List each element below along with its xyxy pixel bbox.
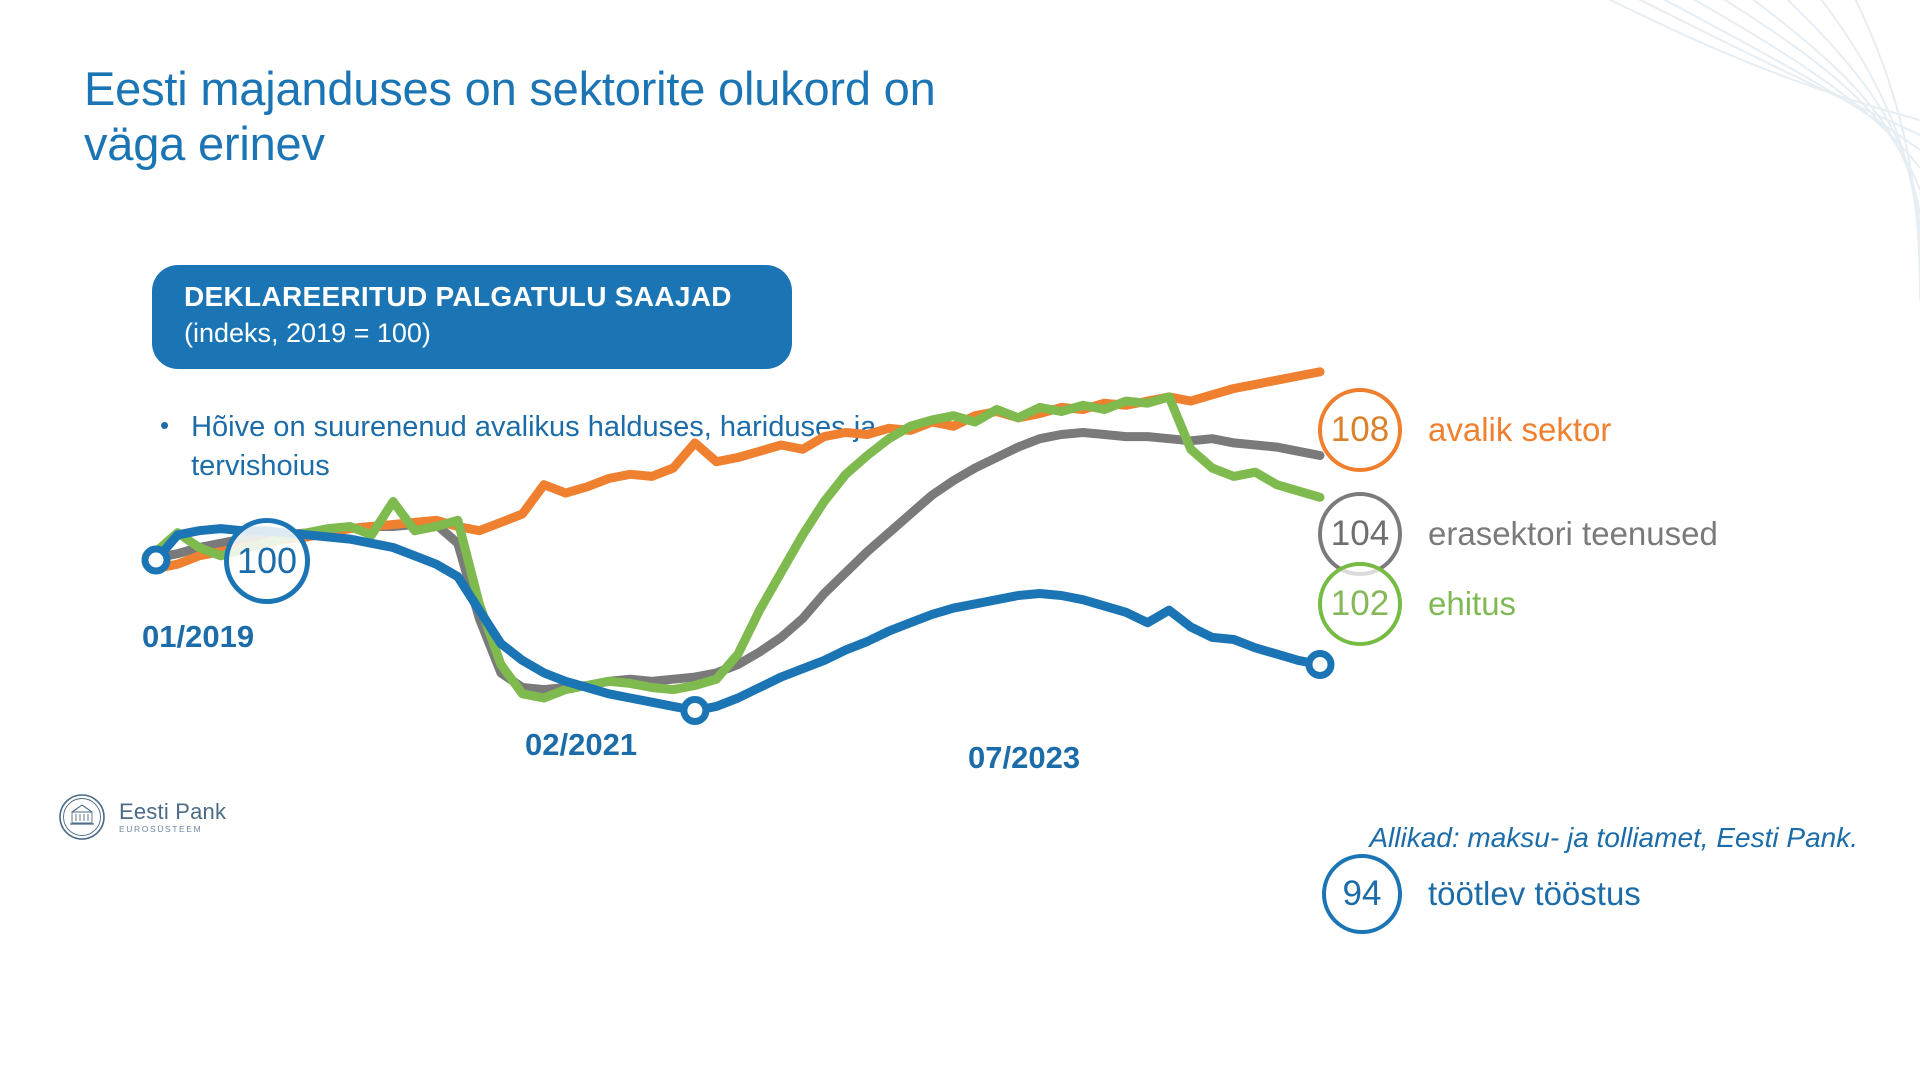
start-point-marker	[141, 545, 171, 575]
legend-callout-tootlev-toostus: 94 töötlev tööstus	[1322, 854, 1641, 934]
callout-label-ehitus: ehitus	[1428, 585, 1517, 622]
end-point-marker	[1305, 650, 1335, 679]
trough-point-marker	[680, 696, 710, 725]
bullet-text: Hõive on suurenenud avalikus halduses, h…	[191, 411, 877, 483]
page-title-line-2: väga erinev	[84, 116, 325, 170]
index-base-marker: 100	[224, 518, 310, 604]
bullet-point: • Hõive on suurenenud avalikus halduses,…	[160, 408, 920, 486]
logo-name: Eesti Pank	[119, 798, 227, 824]
callout-label-erasektori-teenused: erasektori teenused	[1428, 515, 1718, 552]
date-label-end: 07/2023	[968, 740, 1081, 775]
series-line-tootlev-toostus	[151, 524, 1325, 715]
callout-value-avalik-sektor: 108	[1318, 388, 1402, 472]
logo-subtitle: EUROSÜSTEEM	[119, 824, 203, 835]
page-title-line-1: Eesti majanduses on sektorite olukord on	[84, 62, 936, 115]
page-title: Eesti majanduses on sektorite olukord on…	[84, 62, 1184, 172]
date-label-start: 01/2019	[142, 619, 255, 654]
chart-title-badge: DEKLAREERITUD PALGATULU SAAJAD (indeks, …	[152, 265, 792, 370]
series-line-ehitus	[151, 392, 1325, 703]
eesti-pank-seal-icon	[59, 794, 105, 840]
callout-label-tootlev-toostus: töötlev tööstus	[1428, 875, 1641, 912]
date-label-trough: 02/2021	[525, 727, 638, 762]
chart-title-main: DEKLAREERITUD PALGATULU SAAJAD	[184, 281, 732, 312]
chart-title-subtitle: (indeks, 2019 = 100)	[184, 318, 431, 348]
source-note: Allikad: maksu- ja tolliamet, Eesti Pank…	[1369, 822, 1858, 853]
callout-value-ehitus: 102	[1318, 562, 1402, 646]
eesti-pank-logo: Eesti Pank EUROSÜSTEEM	[58, 793, 226, 841]
logo-wordmark: Eesti Pank EUROSÜSTEEM	[119, 800, 226, 834]
legend-callout-ehitus: 102 ehitus	[1318, 562, 1516, 646]
legend-callout-avalik-sektor: 108 avalik sektor	[1318, 388, 1611, 472]
callout-label-avalik-sektor: avalik sektor	[1428, 411, 1612, 448]
callout-value-tootlev-toostus: 94	[1322, 854, 1402, 934]
bullet-marker-icon: •	[160, 410, 170, 440]
